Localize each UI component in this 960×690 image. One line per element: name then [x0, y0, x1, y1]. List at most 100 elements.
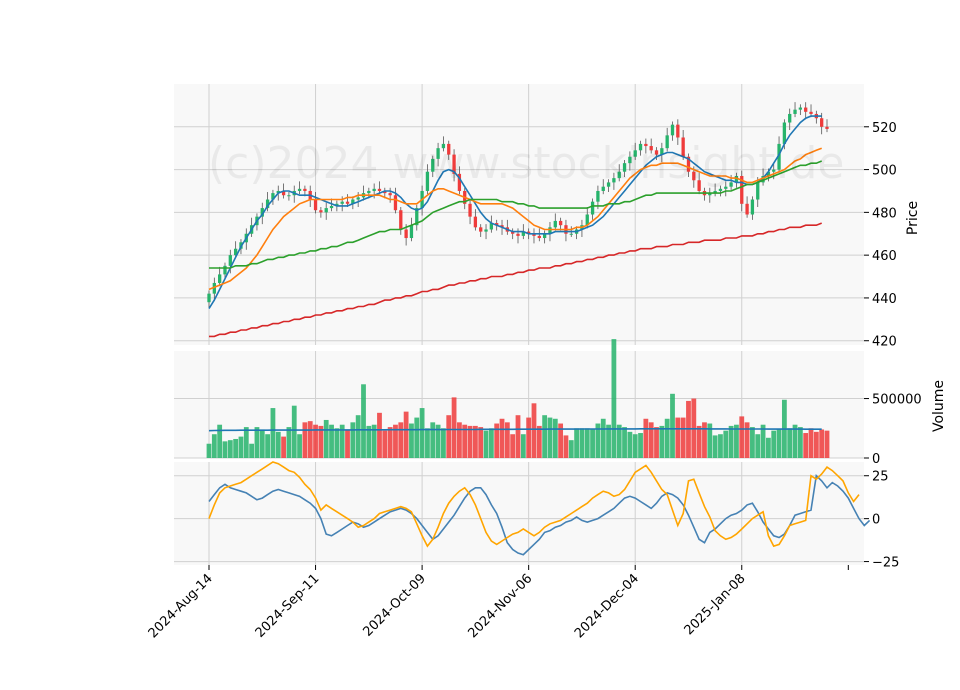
volume-bar — [819, 429, 825, 458]
candle-body — [319, 210, 323, 213]
candle-body — [734, 175, 739, 183]
candle-body — [782, 122, 787, 144]
volume-bar — [664, 418, 670, 458]
volume-ytick-label: 500000 — [872, 393, 922, 408]
volume-bar — [696, 425, 702, 458]
candle-body — [718, 188, 723, 191]
moving-average-line — [209, 160, 823, 269]
candle-body — [345, 201, 350, 204]
candle-body — [804, 107, 808, 112]
volume-bar — [275, 431, 281, 458]
volume-bar — [813, 431, 819, 458]
volume-bar — [776, 429, 782, 458]
volume-bar — [313, 424, 318, 458]
volume-bar — [797, 427, 803, 458]
candle-body — [777, 143, 781, 170]
candle-body — [276, 190, 280, 194]
volume-bar — [600, 418, 606, 458]
volume-bar — [760, 424, 766, 458]
moving-average-line — [209, 222, 822, 338]
volume-bar — [307, 421, 313, 458]
candle-body — [820, 118, 824, 127]
candle-body — [798, 107, 803, 110]
candle-body — [628, 156, 632, 164]
volume-average-line — [208, 427, 822, 432]
volume-bar — [595, 423, 601, 458]
candle-body — [590, 201, 595, 215]
volume-bar — [377, 412, 382, 458]
price-ytick-label: 480 — [872, 206, 897, 221]
candle-body — [329, 205, 334, 209]
x-tick-label: 2024-Nov-06 — [465, 571, 535, 641]
volume-bar — [750, 427, 755, 458]
candle-body — [612, 178, 616, 183]
volume-bar — [520, 434, 526, 458]
candle-body — [809, 111, 813, 114]
volume-bar — [329, 424, 334, 458]
candle-body — [740, 175, 744, 204]
volume-bar — [286, 427, 292, 458]
candle-body — [633, 150, 637, 157]
volume-bar — [627, 431, 633, 458]
candle-body — [313, 199, 318, 211]
volume-bar — [536, 425, 542, 458]
candle-body — [425, 171, 430, 191]
volume-bar — [739, 416, 745, 458]
candle-body — [457, 173, 462, 191]
candle-body — [500, 225, 504, 228]
volume-bar — [398, 422, 404, 458]
candle-body — [681, 137, 685, 157]
oscillator-panel: −25 0 25 — [174, 461, 899, 571]
volume-bar — [355, 415, 361, 458]
candle-body — [537, 235, 541, 239]
candle-body — [207, 293, 211, 303]
candle-body — [436, 148, 440, 159]
volume-bar — [441, 428, 446, 458]
candle-body — [489, 223, 494, 230]
candle-body — [383, 190, 387, 194]
candle-body — [670, 124, 675, 136]
volume-bar — [616, 424, 622, 458]
candle-body — [708, 193, 712, 196]
candle-body — [511, 231, 515, 234]
volume-bar — [393, 424, 398, 458]
volume-bar — [611, 339, 617, 458]
volume-bar — [425, 428, 430, 458]
watermark-text: (c)2024 www.stockinsight.de — [208, 138, 844, 189]
candle-body — [724, 186, 728, 189]
volume-bar — [334, 428, 340, 458]
volume-bar — [291, 405, 297, 458]
candle-body — [260, 208, 264, 217]
volume-bar — [552, 418, 558, 458]
volume-bar — [606, 424, 611, 458]
volume-bar — [366, 425, 372, 458]
volume-bar — [281, 436, 286, 458]
volume-bar — [403, 411, 409, 458]
volume-bar — [451, 397, 457, 458]
candle-body — [271, 193, 275, 200]
x-tick-label: 2024-Aug-14 — [146, 571, 216, 641]
candle-body — [297, 188, 302, 191]
volume-bar — [824, 430, 830, 458]
candle-body — [772, 169, 776, 172]
candle-body — [340, 201, 344, 204]
volume-bar — [467, 425, 473, 458]
candle-body — [527, 231, 531, 234]
oscillator-ytick-label: −25 — [872, 556, 899, 571]
volume-bar — [361, 384, 366, 458]
volume-bar — [217, 424, 223, 458]
volume-bar — [787, 428, 793, 458]
candle-body — [692, 171, 696, 181]
oscillator-ytick-label: 0 — [872, 513, 880, 528]
candle-body — [617, 171, 621, 179]
price-background — [174, 84, 864, 345]
candle-body — [441, 143, 446, 149]
price-ytick-label: 460 — [872, 249, 897, 264]
volume-bar — [707, 423, 713, 458]
candle-body — [793, 109, 797, 114]
candle-body — [212, 282, 216, 294]
candle-body — [569, 233, 573, 235]
volume-bar — [723, 430, 729, 458]
volume-bar — [371, 424, 377, 458]
price-ytick-label: 420 — [872, 335, 897, 350]
